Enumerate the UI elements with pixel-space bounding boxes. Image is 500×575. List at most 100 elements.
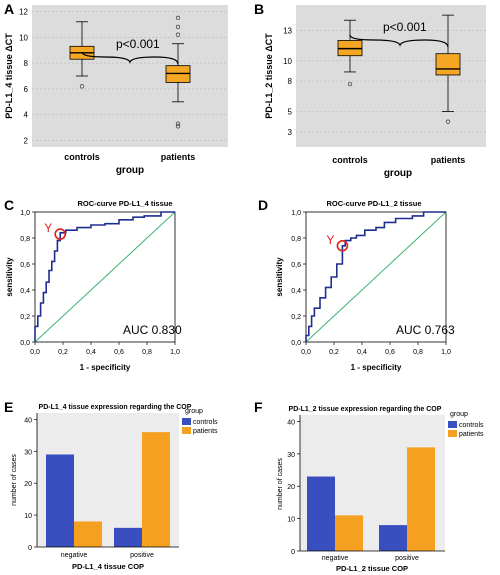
outlier-point (175, 24, 181, 30)
outlier-point (175, 124, 181, 129)
panel-label-c: C (4, 197, 14, 213)
bar-negative-patients (74, 521, 102, 547)
roc-curve-d (305, 211, 446, 342)
y-tick-label: 1,0 (20, 210, 30, 217)
y-tick-label: 30 (287, 452, 295, 459)
chart-title-c: ROC-curve PD-L1_4 tissue (77, 199, 172, 208)
legend-title-f: group (450, 411, 468, 418)
y-tick-label: 2 (24, 137, 29, 146)
outlier-point (79, 84, 85, 89)
y-tick-label: 0,2 (291, 314, 301, 321)
y-tick-label: 0 (28, 545, 32, 552)
panel-b: B 3 5 8 10 13 p<0.001 controls patients grou… (254, 1, 486, 179)
x-tick-label: 0,4 (86, 349, 96, 356)
cutoff-marker-c (54, 228, 67, 240)
reference-diagonal-c (34, 211, 176, 343)
y-tick-label: 0,4 (291, 288, 301, 295)
x-tick-label: 0,8 (142, 349, 152, 356)
y-tick-label: 13 (283, 26, 292, 35)
x-tick-label: 1,0 (441, 349, 451, 356)
x-tick-label: 0,8 (413, 349, 423, 356)
y-tick-label: 5 (288, 108, 293, 117)
p-value-a: p<0.001 (116, 37, 160, 51)
y-tick-label: 40 (24, 417, 32, 424)
x-tick-label: 0,2 (58, 349, 68, 356)
cutoff-marker-label-d: Y (326, 233, 334, 247)
panel-c: C ROC-curve PD-L1_4 tissue 0,0 0,2 0,4 0,6 0… (4, 197, 182, 372)
panel-f: F PD-L1_2 tissue expression regarding th… (254, 399, 484, 573)
y-tick-label: 10 (287, 517, 295, 524)
roc-curve-c (34, 211, 175, 342)
y-tick-label: 0,8 (20, 236, 30, 243)
chart-title-e: PD-L1_4 tissue expression regarding the … (39, 404, 192, 411)
y-tick-label: 0 (291, 549, 295, 556)
x-tick-label: 0,4 (357, 349, 367, 356)
auc-label-d: AUC 0.763 (396, 323, 455, 337)
x-category-positive-f: positive (395, 555, 419, 562)
panel-label-e: E (4, 399, 13, 415)
x-category-negative-e: negative (61, 552, 88, 559)
legend-label-controls-e: controls (193, 419, 218, 426)
y-tick-label: 10 (19, 33, 28, 42)
x-tick-label: 0,6 (114, 349, 124, 356)
panel-label-b: B (254, 1, 264, 17)
legend-swatch-patients-e (182, 427, 191, 434)
x-category-controls-a: controls (64, 152, 100, 162)
box-patients (435, 53, 461, 76)
outlier-point (175, 32, 181, 37)
y-tick-label: 8 (288, 77, 293, 86)
y-axis-label-b: PD-L1_2 tissue ΔCT (264, 33, 274, 119)
plot-background-a (32, 5, 228, 147)
plot-frame-d (305, 211, 447, 343)
x-axis-label-d: 1 - specificity (351, 363, 402, 372)
outlier-point (347, 81, 353, 87)
y-tick-label: 10 (24, 513, 32, 520)
y-axis-label-f: number of cases (277, 458, 284, 510)
x-tick-label: 0,6 (385, 349, 395, 356)
y-ticks-e: 0 10 20 30 40 (24, 417, 37, 552)
y-tick-label: 4 (24, 111, 29, 120)
plot-frame-c (34, 211, 176, 343)
legend-label-patients-f: patients (459, 431, 484, 438)
x-axis-label-f: PD-L1_2 tissue COP (336, 564, 408, 573)
bar-negative-controls (46, 454, 74, 547)
panel-e: E PD-L1_4 tissue expression regarding th… (4, 399, 218, 571)
legend-label-patients-e: patients (193, 428, 218, 435)
panel-d: D ROC-curve PD-L1_2 tissue 0,00,20,40,60… (258, 197, 455, 372)
axis-ticks-c: 0,0 0,2 0,4 0,6 0,8 1,0 0,0 0,2 0,4 0,6 0,8 1,0 (20, 210, 180, 356)
x-category-patients-b: patients (431, 155, 466, 165)
chart-title-f: PD-L1_2 tissue expression regarding the … (289, 406, 442, 413)
legend-title-e: group (185, 408, 203, 415)
x-axis-label-e: PD-L1_4 tissue COP (72, 562, 144, 571)
y-tick-label: 6 (24, 85, 29, 94)
comparison-brace-b (349, 34, 449, 48)
x-category-negative-f: negative (322, 555, 349, 562)
bar-positive-patients (142, 432, 170, 547)
x-category-controls-b: controls (332, 155, 368, 165)
boxes-a (69, 15, 191, 129)
outlier-point (175, 121, 181, 126)
auc-label-c: AUC 0.830 (123, 323, 182, 337)
y-tick-label: 8 (24, 59, 29, 68)
cutoff-marker-label-c: Y (44, 221, 52, 235)
x-axis-label-b: group (384, 168, 412, 179)
legend-swatch-patients-f (448, 430, 457, 437)
y-tick-label: 1,0 (291, 210, 301, 217)
p-value-b: p<0.001 (383, 20, 427, 34)
outlier-point (445, 119, 451, 124)
y-tick-label: 0,0 (20, 340, 30, 347)
legend-swatch-controls-e (182, 418, 191, 425)
y-axis-label-a: PD-L1_4 tissue ΔCT (4, 33, 14, 119)
y-tick-label: 3 (288, 128, 293, 137)
x-tick-label: 0,0 (301, 349, 311, 356)
y-axis-label-e: number of cases (11, 454, 18, 506)
y-tick-label: 40 (287, 419, 295, 426)
y-tick-label: 0,8 (291, 236, 301, 243)
bars-e (46, 432, 170, 547)
y-axis-label-c: sensitivity (5, 257, 14, 297)
x-tick-label: 0,2 (329, 349, 339, 356)
plot-background-b (296, 5, 486, 147)
y-tick-label: 12 (19, 7, 28, 16)
y-tick-label: 0,6 (20, 262, 30, 269)
bar-negative-controls (307, 476, 335, 551)
